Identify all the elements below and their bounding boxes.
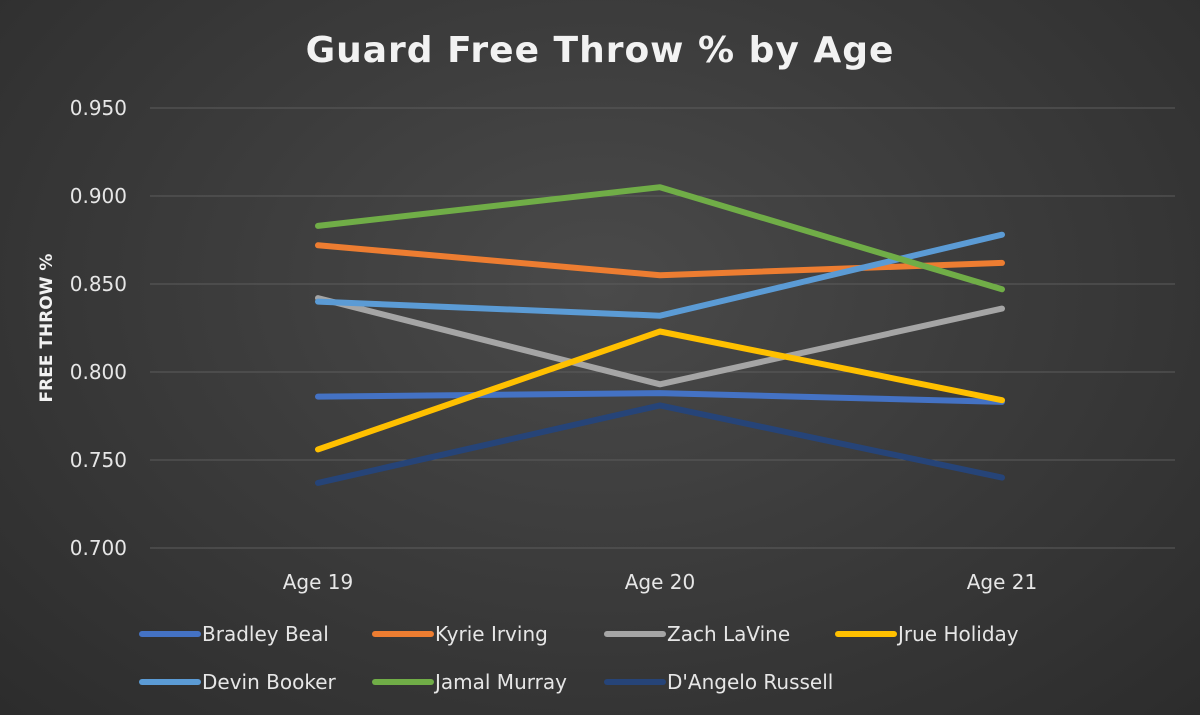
legend-label: Jrue Holiday [896,622,1019,646]
legend-item: Kyrie Irving [372,622,548,646]
y-tick-label: 0.800 [70,360,127,384]
legend-label: Jamal Murray [433,670,567,694]
legend-label: Kyrie Irving [435,622,548,646]
y-tick-label: 0.700 [70,536,127,560]
legend: Bradley Beal Kyrie Irving Zach LaVine Jrue … [139,622,1019,694]
legend-label: D'Angelo Russell [667,670,833,694]
legend-item: Jamal Murray [372,670,567,694]
legend-item: Jrue Holiday [835,622,1019,646]
legend-label: Zach LaVine [667,622,790,646]
y-tick-label: 0.950 [70,96,127,120]
series-line-d-angelo-russell [315,402,1005,486]
legend-item: D'Angelo Russell [604,670,833,694]
y-tick-label: 0.850 [70,272,127,296]
y-tick-label: 0.900 [70,184,127,208]
series-lines [315,184,1005,486]
y-axis-ticks: 0.700 0.750 0.800 0.850 0.900 0.950 [70,96,127,560]
series-line-zach-lavine [315,295,1005,388]
x-tick-label: Age 21 [967,570,1038,594]
series-line-devin-booker [315,231,1005,319]
legend-item: Bradley Beal [139,622,329,646]
series-line-bradley-beal [315,390,1005,405]
chart-title: Guard Free Throw % by Age [306,30,895,71]
series-line-jamal-murray [315,184,1005,293]
legend-label: Devin Booker [202,670,336,694]
y-tick-label: 0.750 [70,448,127,472]
legend-item: Devin Booker [139,670,336,694]
y-axis-title: FREE THROW % [37,254,57,403]
x-axis-ticks: Age 19 Age 20 Age 21 [283,570,1038,594]
gridlines [150,107,1175,549]
series-line-kyrie-irving [315,242,1005,279]
legend-item: Zach LaVine [604,622,790,646]
series-line-jrue-holiday [315,328,1005,453]
x-tick-label: Age 20 [625,570,696,594]
legend-label: Bradley Beal [202,622,329,646]
x-tick-label: Age 19 [283,570,354,594]
